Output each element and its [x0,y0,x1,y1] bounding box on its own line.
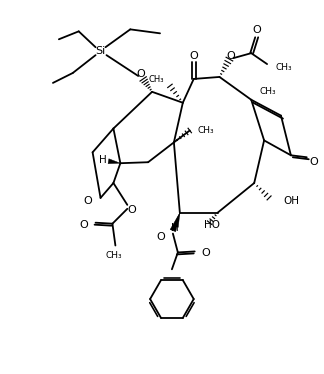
Text: H: H [99,155,107,165]
Text: CH₃: CH₃ [198,126,214,135]
Text: CH₃: CH₃ [275,62,292,71]
Text: OH: OH [283,196,299,206]
Polygon shape [170,213,180,232]
Text: O: O [202,248,210,258]
Text: Si: Si [95,46,106,56]
Text: O: O [189,51,198,61]
Text: CH₃: CH₃ [105,251,122,260]
Text: O: O [253,25,261,36]
Text: O: O [156,232,165,242]
Text: O: O [79,220,88,230]
Text: O: O [226,51,235,61]
Text: O: O [137,69,145,79]
Text: HO: HO [203,220,220,230]
Text: CH₃: CH₃ [259,87,276,96]
Polygon shape [173,213,180,227]
Text: O: O [84,196,93,206]
Text: CH₃: CH₃ [148,76,164,85]
Text: O: O [309,157,318,167]
Polygon shape [108,159,120,164]
Text: H: H [171,223,179,233]
Text: O: O [127,205,136,215]
